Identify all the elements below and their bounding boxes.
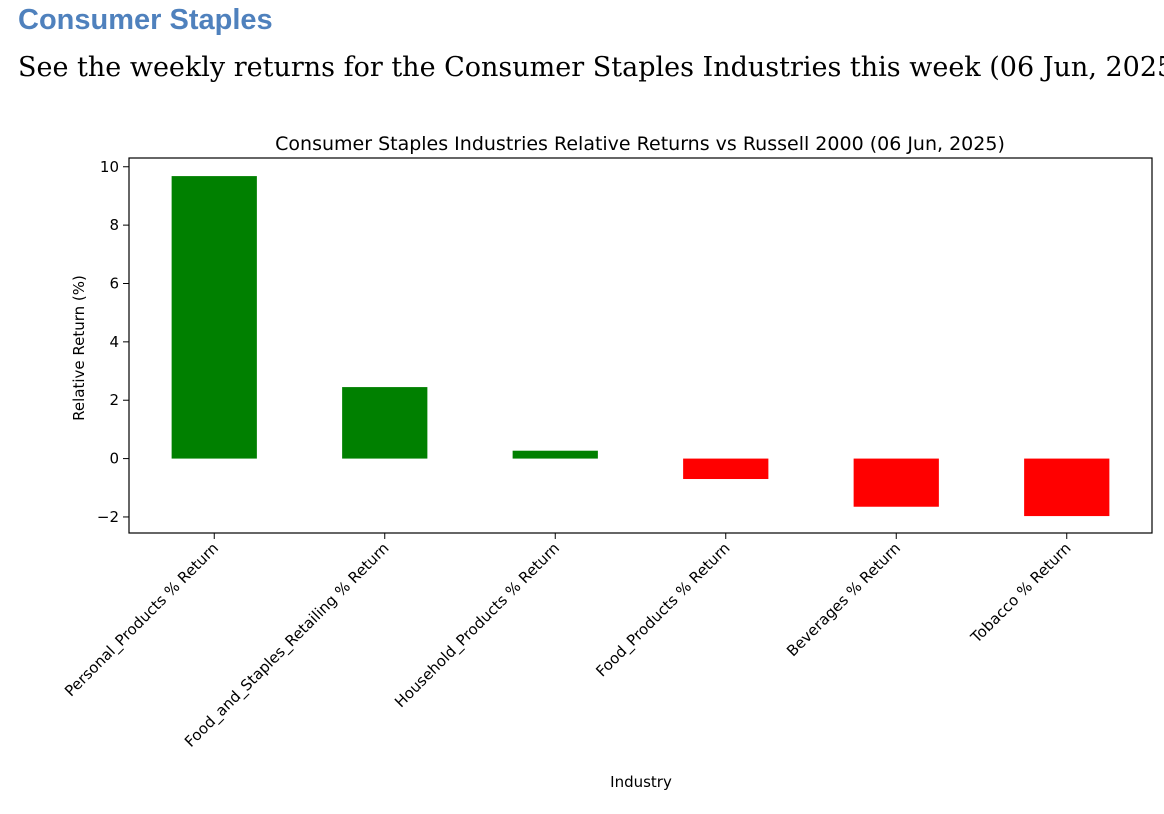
y-tick-label: −2 <box>97 508 119 526</box>
intro-text: See the weekly returns for the Consumer … <box>18 52 1164 83</box>
x-tick-label: Food_Products % Return <box>592 539 734 681</box>
bar <box>171 176 257 459</box>
x-tick-label: Tobacco % Return <box>967 539 1075 647</box>
y-tick-label: 2 <box>109 391 119 409</box>
plot-frame <box>128 157 1153 534</box>
bar <box>853 458 939 507</box>
chart-title: Consumer Staples Industries Relative Ret… <box>275 133 1005 155</box>
x-tick-label: Household_Products % Return <box>391 539 564 712</box>
x-tick-label: Beverages % Return <box>783 539 904 660</box>
x-axis-label: Industry <box>610 773 672 791</box>
y-tick-label: 10 <box>100 158 119 176</box>
x-tick-label: Personal_Products % Return <box>61 539 223 701</box>
y-tick-label: 6 <box>109 274 119 292</box>
y-axis-label: Relative Return (%) <box>70 275 88 421</box>
section-heading: Consumer Staples <box>18 4 273 36</box>
y-tick-label: 4 <box>109 333 119 351</box>
bar <box>512 450 598 459</box>
bar <box>342 387 428 459</box>
bar <box>1024 458 1110 517</box>
y-tick-label: 0 <box>109 450 119 468</box>
x-tick-label: Food_and_Staples_Retailing % Return <box>181 539 393 751</box>
bar <box>683 458 769 480</box>
y-tick-label: 8 <box>109 216 119 234</box>
